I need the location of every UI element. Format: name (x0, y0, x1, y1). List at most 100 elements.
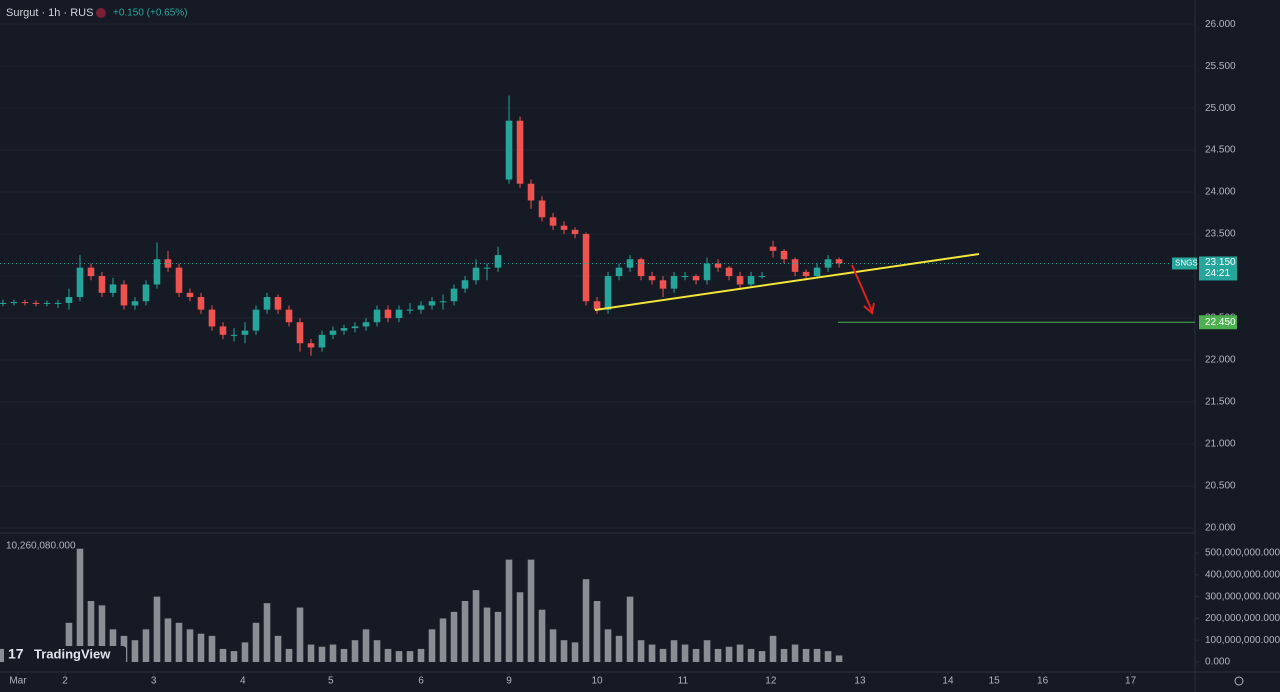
candle-body (505, 120, 513, 180)
y-tick-label: 23.500 (1205, 229, 1236, 240)
volume-bar (142, 629, 150, 662)
volume-tick-label: 100,000,000.000 (1205, 635, 1280, 646)
volume-bar (626, 596, 634, 662)
volume-bar (549, 629, 557, 662)
arrow[interactable] (851, 264, 873, 312)
y-tick-label: 26.000 (1205, 19, 1236, 30)
x-tick-label: 6 (418, 676, 424, 687)
candle-body (483, 267, 491, 269)
candle-body (252, 309, 260, 331)
y-tick-label: 21.000 (1205, 439, 1236, 450)
candle-body (703, 263, 711, 281)
volume-bar (461, 601, 469, 662)
candle-body (747, 276, 755, 285)
volume-tick-label: 200,000,000.000 (1205, 613, 1280, 624)
x-tick-label: 9 (506, 676, 512, 687)
volume-bar (428, 629, 436, 662)
volume-bar (703, 640, 711, 662)
candle-body (472, 267, 480, 281)
x-tick-label: 11 (678, 676, 689, 687)
candle-body (527, 183, 535, 201)
volume-bar (373, 640, 381, 662)
brand: TradingView (34, 646, 111, 661)
exchange-icon (96, 8, 106, 18)
y-tick-label: 24.500 (1205, 145, 1236, 156)
volume-bar (494, 611, 502, 662)
volume-bar (582, 579, 590, 662)
candle-body (604, 276, 612, 310)
candle-body (296, 322, 304, 344)
target-badge (1199, 315, 1237, 330)
volume-bar (472, 590, 480, 662)
candle-body (450, 288, 458, 302)
volume-bar (714, 648, 722, 662)
x-tick-label: 4 (240, 676, 246, 687)
volume-bar (274, 635, 282, 662)
candle-body (769, 246, 777, 251)
y-tick-label: 20.500 (1205, 481, 1236, 492)
volume-bar (505, 559, 513, 662)
candle-body (274, 297, 282, 310)
candle-body (384, 309, 392, 319)
candle-body (494, 255, 502, 268)
volume-bar (835, 655, 843, 662)
volume-bar (747, 648, 755, 662)
settings-icon[interactable] (1234, 676, 1244, 686)
arrow-head (863, 302, 875, 315)
volume-bar (131, 640, 139, 662)
volume-bar (670, 640, 678, 662)
candle-body (263, 297, 271, 310)
candle-body (681, 276, 689, 278)
candle-body (241, 330, 249, 335)
candle-body (0, 302, 7, 304)
candle-body (791, 259, 799, 272)
volume-bar (780, 648, 788, 662)
volume-bar (593, 601, 601, 662)
candle-body (186, 292, 194, 298)
volume-bar (571, 642, 579, 662)
volume-bar (560, 640, 568, 662)
volume-tick-label: 0.000 (1205, 657, 1230, 668)
y-tick-label: 22.000 (1205, 355, 1236, 366)
candle-body (626, 259, 634, 268)
candle-body (87, 267, 95, 277)
candle-body (230, 334, 238, 336)
volume-bar (769, 635, 777, 662)
x-tick-label: 14 (942, 676, 954, 687)
volume-bar (802, 648, 810, 662)
candle-body (219, 326, 227, 335)
volume-tick-label: 400,000,000.000 (1205, 569, 1280, 580)
volume-bar (758, 651, 766, 662)
logo-mark: 17 (8, 646, 24, 662)
x-tick-label: 13 (854, 676, 866, 687)
volume-bar (516, 592, 524, 662)
candle-body (725, 267, 733, 277)
candle-body (582, 234, 590, 302)
candle-body (208, 309, 216, 327)
price-label: 23.150 (1205, 257, 1236, 268)
volume-bar (725, 646, 733, 662)
countdown: 24:21 (1205, 268, 1230, 279)
volume-bar (824, 651, 832, 662)
candle-body (329, 330, 337, 335)
trend-line[interactable] (594, 253, 980, 311)
candle-body (802, 271, 810, 277)
volume-bar (736, 644, 744, 662)
candle-body (571, 229, 579, 235)
candle-body (10, 302, 18, 304)
candle-body (197, 297, 205, 310)
candle-body (692, 276, 700, 281)
candle-body (395, 309, 403, 319)
volume-bar (76, 548, 84, 662)
candle-body (549, 217, 557, 226)
volume-label: 10,260,080.000 (6, 541, 76, 552)
candle-body (417, 305, 425, 310)
x-tick-label: 15 (989, 676, 1001, 687)
candle-body (340, 328, 348, 331)
volume-bar (791, 644, 799, 662)
candle-body (648, 276, 656, 281)
volume-bar (659, 648, 667, 662)
symbol-title[interactable]: Surgut · 1h · RUS (6, 7, 93, 19)
candle-body (659, 280, 667, 289)
